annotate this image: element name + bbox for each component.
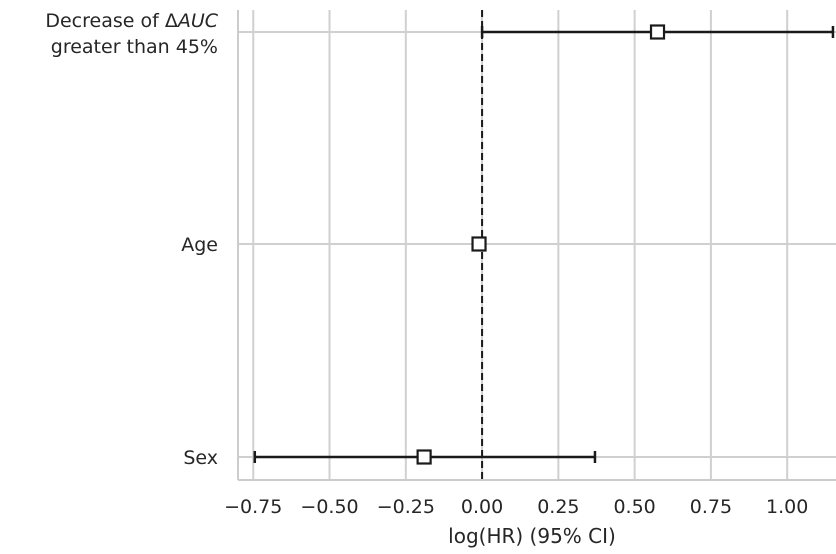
y-label-line2: greater than 45% [51,36,218,58]
y-tick-labels: Decrease of ΔAUC greater than 45% Age Sex [45,10,218,469]
grid-lines [238,10,836,480]
x-tick-labels: −0.75 −0.50 −0.25 0.00 0.25 0.50 0.75 1.00 [224,496,808,518]
y-label-line1: Decrease of ΔAUC [45,10,218,32]
x-tick-label: −0.50 [300,496,358,518]
estimate-marker [471,236,487,252]
x-tick-label: 0.00 [461,496,503,518]
point-estimates [416,24,666,465]
y-label-part: Δ [165,10,178,32]
x-tick-label: 0.50 [613,496,655,518]
plot-frame [237,10,836,481]
y-label: Sex [183,447,218,469]
x-tick-label: 0.75 [690,496,732,518]
x-tick-label: 0.25 [537,496,579,518]
x-tick-label: 1.00 [766,496,808,518]
x-tick-label: −0.75 [224,496,282,518]
y-label-part: Decrease of [45,10,164,32]
y-label: Age [181,234,218,256]
estimate-marker [649,24,666,40]
estimate-marker [416,449,432,465]
x-tick-label: −0.25 [377,496,435,518]
x-axis-label: log(HR) (95% CI) [448,524,616,548]
y-label-part: AUC [176,10,219,32]
